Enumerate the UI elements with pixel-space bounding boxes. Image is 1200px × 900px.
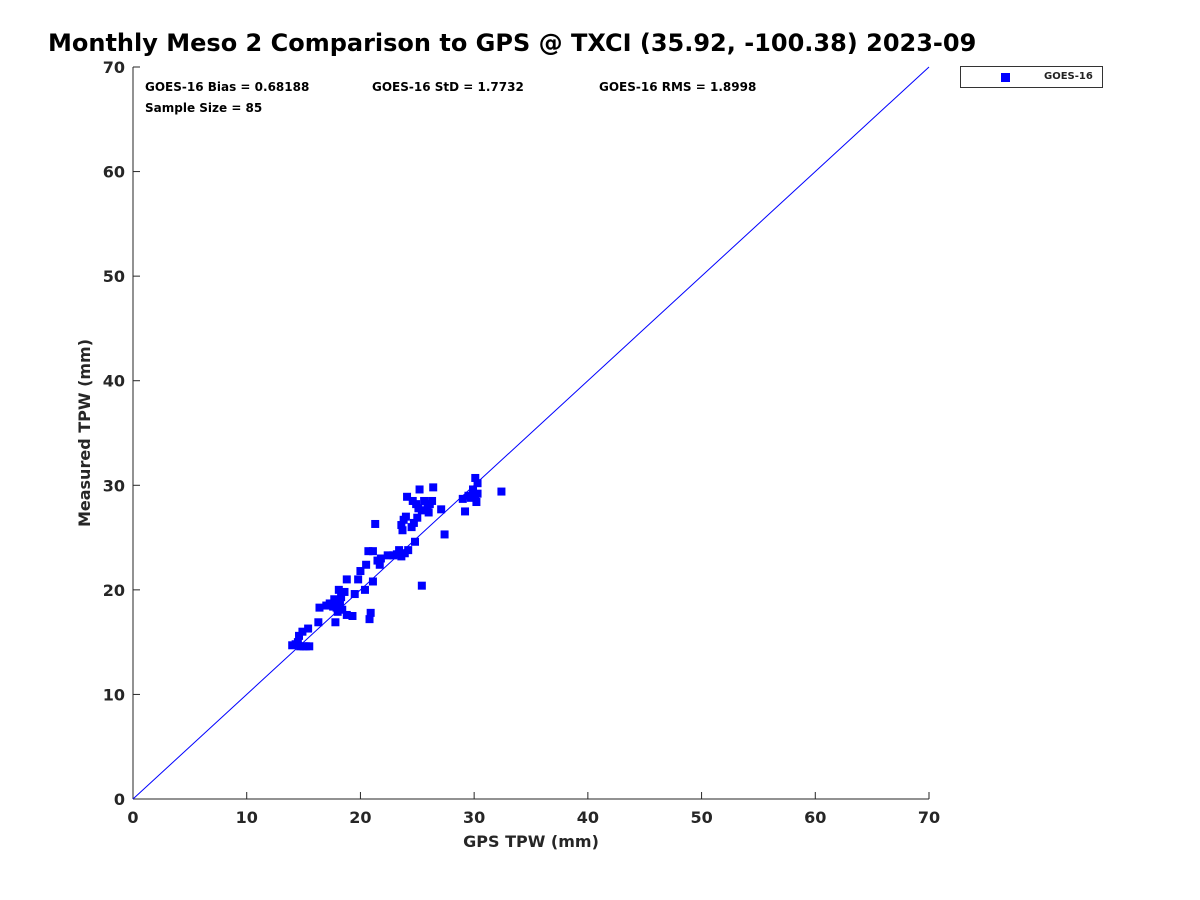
x-tick-label: 40 <box>577 808 599 827</box>
data-point <box>293 638 302 647</box>
data-point <box>497 487 506 496</box>
y-tick-label: 30 <box>103 476 125 495</box>
data-point <box>383 551 392 560</box>
axes: 0 10 20 30 40 50 60 70 0 10 20 30 40 50 60 70 <box>103 58 940 827</box>
data-point <box>417 581 426 590</box>
data-point <box>437 505 446 514</box>
data-point <box>368 577 377 586</box>
data-point <box>304 624 313 633</box>
data-point <box>298 627 307 636</box>
data-point <box>411 537 420 546</box>
data-point <box>395 546 404 555</box>
data-point <box>362 560 371 569</box>
y-tick-label: 50 <box>103 267 125 286</box>
data-point <box>330 595 339 604</box>
data-point <box>356 567 365 576</box>
data-point <box>332 603 341 612</box>
data-point <box>424 508 433 517</box>
data-point <box>404 546 413 555</box>
data-point <box>314 618 323 627</box>
data-point <box>412 500 421 509</box>
x-tick-label: 30 <box>463 808 485 827</box>
data-point <box>340 587 349 596</box>
y-tick-label: 60 <box>103 163 125 182</box>
data-point <box>365 615 374 624</box>
x-tick-label: 50 <box>690 808 712 827</box>
data-point <box>472 498 481 507</box>
x-tick-label: 0 <box>127 808 138 827</box>
y-tick-label: 70 <box>103 58 125 77</box>
data-point <box>366 608 375 617</box>
data-point <box>331 618 340 627</box>
data-point <box>342 575 351 584</box>
data-point <box>333 607 342 616</box>
y-axis-label: Measured TPW (mm) <box>75 339 94 527</box>
data-point <box>348 612 357 620</box>
y-tick-label: 20 <box>103 581 125 600</box>
one-to-one-line <box>132 66 930 800</box>
data-point <box>315 603 324 612</box>
data-point <box>420 496 429 505</box>
data-point <box>354 575 363 584</box>
data-point <box>305 642 314 651</box>
x-tick-label: 20 <box>349 808 371 827</box>
legend-label: GOES-16 <box>1044 71 1093 82</box>
data-point <box>338 605 347 614</box>
data-point <box>371 519 380 528</box>
data-point <box>335 598 344 607</box>
data-point <box>401 512 410 521</box>
data-point <box>471 473 480 482</box>
data-point <box>342 610 351 619</box>
legend-square-marker-icon <box>1001 73 1010 82</box>
data-point <box>469 485 478 494</box>
y-tick-label: 0 <box>114 790 125 809</box>
chart-title: Monthly Meso 2 Comparison to GPS @ TXCI … <box>48 29 977 57</box>
data-point <box>350 590 359 599</box>
data-point <box>413 513 422 522</box>
rms-stat: GOES-16 RMS = 1.8998 <box>599 80 757 94</box>
data-point <box>407 523 416 532</box>
data-point <box>376 554 385 563</box>
data-point <box>360 585 369 594</box>
bias-stat: GOES-16 Bias = 0.68188 <box>145 80 310 94</box>
data-point <box>364 547 373 556</box>
data-point <box>440 530 449 539</box>
series-goes16-points <box>288 473 506 651</box>
data-point <box>398 526 407 535</box>
data-point <box>337 593 346 602</box>
x-tick-label: 70 <box>918 808 940 827</box>
y-tick-label: 40 <box>103 372 125 391</box>
data-point <box>415 485 424 494</box>
data-point <box>368 547 377 556</box>
y-tick-label: 10 <box>103 685 125 704</box>
data-point <box>473 489 482 498</box>
data-point <box>409 518 418 527</box>
data-point <box>473 479 482 488</box>
data-point <box>403 492 412 501</box>
legend: GOES-16 <box>960 66 1103 88</box>
data-point <box>392 550 401 559</box>
data-point <box>295 631 304 640</box>
data-point <box>458 494 467 503</box>
x-axis-label: GPS TPW (mm) <box>463 832 599 851</box>
data-point <box>466 493 475 502</box>
x-tick-label: 10 <box>236 808 258 827</box>
data-point <box>428 496 437 505</box>
data-point <box>461 507 470 516</box>
data-point <box>397 521 406 530</box>
data-point <box>375 560 384 569</box>
x-tick-label: 60 <box>804 808 826 827</box>
data-point <box>417 506 426 515</box>
std-stat: GOES-16 StD = 1.7732 <box>372 80 524 94</box>
data-point <box>334 585 343 594</box>
data-point <box>429 483 438 492</box>
sample-size-stat: Sample Size = 85 <box>145 101 263 115</box>
